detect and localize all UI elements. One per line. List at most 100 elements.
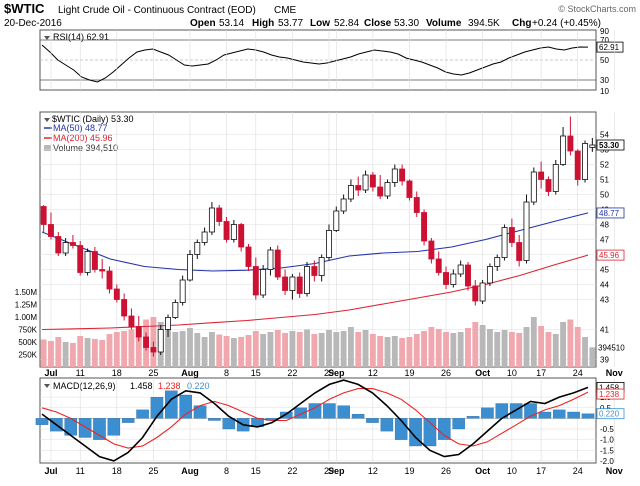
candle-body bbox=[479, 282, 486, 302]
volume-bar bbox=[106, 334, 113, 367]
volume-bar bbox=[113, 332, 120, 367]
volume-bar bbox=[77, 336, 84, 367]
price-last-value-box bbox=[596, 139, 625, 151]
candle-body bbox=[508, 227, 515, 243]
x-axis-label-bottom: 29 bbox=[324, 466, 334, 476]
rsi-line bbox=[41, 44, 589, 83]
volume-legend: Volume 394,510 bbox=[53, 143, 118, 153]
candle-body bbox=[260, 269, 267, 296]
price-last-value-box bbox=[596, 249, 625, 261]
collapse-triangle-icon[interactable] bbox=[44, 384, 50, 388]
rsi-tick-label: 30 bbox=[600, 76, 609, 85]
rsi-tick-label: 10 bbox=[600, 87, 609, 96]
x-axis-label-bottom: 12 bbox=[368, 466, 378, 476]
x-axis-label: Aug bbox=[181, 368, 199, 378]
x-axis-label: 8 bbox=[224, 368, 229, 378]
candle-body bbox=[252, 266, 259, 296]
volume-bar bbox=[260, 334, 267, 367]
volume-last-value: 394510 bbox=[598, 343, 625, 352]
macd-histogram-bar bbox=[466, 416, 480, 419]
candle-body bbox=[494, 257, 501, 267]
candle-body bbox=[406, 180, 413, 198]
volume-bar bbox=[165, 329, 171, 367]
volume-bar bbox=[362, 330, 369, 367]
volume-bar bbox=[223, 336, 230, 367]
volume-bar bbox=[465, 328, 471, 367]
x-axis-label-bottom: 19 bbox=[404, 466, 414, 476]
candle-body bbox=[384, 182, 391, 197]
volume-bar bbox=[545, 332, 552, 367]
candle-body bbox=[333, 210, 340, 231]
watermark: © StockCharts.com bbox=[558, 4, 636, 14]
volume-bar bbox=[413, 334, 420, 367]
macd-last-value: 0.220 bbox=[599, 410, 620, 419]
candle-body bbox=[157, 329, 164, 353]
macd-histogram-bar bbox=[294, 407, 307, 419]
candle-body bbox=[230, 224, 237, 240]
volume-bar bbox=[486, 329, 493, 367]
price-tick-label: 41 bbox=[600, 326, 609, 335]
volume-bar bbox=[216, 334, 223, 367]
rsi-last-value-box bbox=[596, 41, 624, 53]
candle-body bbox=[179, 279, 186, 303]
x-axis-label: 25 bbox=[148, 368, 158, 378]
volume-bar bbox=[516, 333, 523, 367]
candle-body bbox=[377, 186, 384, 197]
macd-last-value-box bbox=[596, 408, 625, 420]
candle-body bbox=[326, 230, 332, 258]
volume-label: Volume bbox=[426, 18, 462, 29]
volume-bar bbox=[311, 334, 318, 367]
candle-body bbox=[421, 212, 428, 242]
macd-line bbox=[41, 379, 589, 462]
low-label: Low bbox=[310, 18, 330, 29]
candle-body bbox=[55, 236, 62, 254]
price-tick-label: 47 bbox=[600, 236, 609, 245]
macd-histogram-bar bbox=[567, 411, 580, 419]
volume-bar bbox=[121, 331, 128, 367]
volume-bar bbox=[333, 332, 340, 367]
ma200-legend: MA(200) 45.96 bbox=[53, 133, 113, 143]
collapse-triangle-icon[interactable] bbox=[44, 36, 50, 40]
volume-bar bbox=[589, 347, 596, 367]
volume-bar bbox=[289, 331, 296, 367]
candle-body bbox=[77, 245, 84, 273]
candle-body bbox=[552, 164, 559, 192]
macd-histogram-bar bbox=[280, 411, 293, 419]
macd-last-value: 1.458 bbox=[599, 383, 620, 392]
x-axis-label: 11 bbox=[76, 368, 85, 378]
x-axis-label-bottom: 8 bbox=[224, 466, 229, 476]
x-axis-label: 15 bbox=[251, 368, 261, 378]
volume-tick-label: 1.50M bbox=[15, 288, 38, 297]
volume-bar bbox=[62, 342, 69, 367]
candle-body bbox=[267, 249, 274, 270]
candle-body bbox=[347, 185, 354, 200]
candle-body bbox=[391, 168, 398, 183]
open-value: 53.14 bbox=[219, 18, 244, 29]
volume-value: 394.5K bbox=[468, 18, 500, 29]
volume-bar bbox=[421, 331, 428, 367]
collapse-triangle-icon[interactable] bbox=[44, 118, 50, 122]
volume-bar bbox=[582, 337, 588, 367]
price-tick-label: 43 bbox=[600, 296, 609, 305]
volume-bar bbox=[355, 332, 362, 367]
macd-histogram-bar bbox=[351, 413, 365, 419]
volume-bar bbox=[347, 327, 354, 367]
volume-tick-label: 500K bbox=[18, 338, 37, 347]
rsi-last-value: 62.91 bbox=[599, 43, 620, 52]
macd-histogram-bar bbox=[208, 418, 221, 421]
open-label: Open bbox=[190, 18, 216, 29]
x-axis-label-bottom: 18 bbox=[112, 466, 122, 476]
rsi-legend-text: RSI(14) 62.91 bbox=[53, 32, 109, 42]
price-tick-label: 39 bbox=[600, 356, 609, 365]
candle-body bbox=[560, 135, 567, 165]
volume-bar bbox=[99, 340, 106, 367]
volume-bar bbox=[369, 334, 376, 367]
candle-body bbox=[457, 264, 464, 275]
macd-histogram-bar bbox=[509, 403, 523, 419]
macd-histogram-bar bbox=[323, 403, 336, 419]
x-axis-label: 29 bbox=[324, 368, 334, 378]
macd-histogram-bar bbox=[452, 418, 465, 430]
macd-histogram-bar bbox=[78, 418, 92, 438]
volume-bar bbox=[238, 337, 245, 367]
x-axis-label: 26 bbox=[441, 368, 451, 378]
